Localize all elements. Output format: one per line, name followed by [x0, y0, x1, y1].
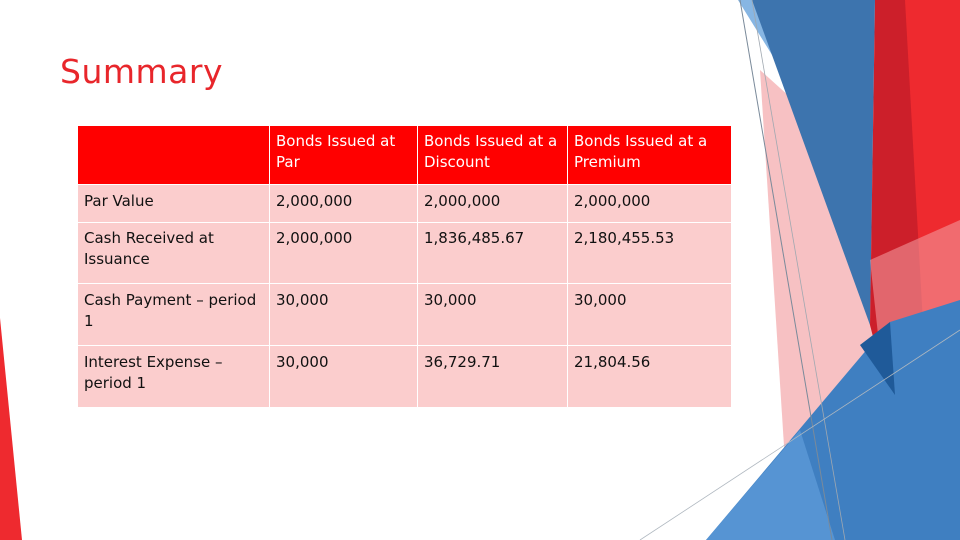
- thin-line-2: [751, 0, 846, 540]
- dark-blue-triangle: [860, 322, 895, 395]
- table-row: Cash Payment – period 1 30,000 30,000 30…: [77, 283, 732, 346]
- blue-top-triangle: [752, 0, 875, 325]
- table-row: Cash Received at Issuance 2,000,000 1,83…: [77, 222, 732, 284]
- row-label: Interest Expense – period 1: [77, 345, 270, 408]
- left-red-sliver: [0, 318, 22, 540]
- header-par: Bonds Issued at Par: [269, 125, 418, 185]
- light-blue-wedge: [706, 430, 835, 540]
- cell-discount: 30,000: [417, 283, 568, 346]
- row-label: Par Value: [77, 184, 270, 223]
- slide-title: Summary: [60, 52, 223, 91]
- thin-line-1: [739, 0, 833, 540]
- cell-premium: 2,000,000: [567, 184, 732, 223]
- table-row: Par Value 2,000,000 2,000,000 2,000,000: [77, 184, 732, 223]
- table-header-row: Bonds Issued at Par Bonds Issued at a Di…: [77, 125, 732, 185]
- cell-par: 30,000: [269, 283, 418, 346]
- row-label: Cash Received at Issuance: [77, 222, 270, 284]
- table-row: Interest Expense – period 1 30,000 36,72…: [77, 345, 732, 408]
- row-label: Cash Payment – period 1: [77, 283, 270, 346]
- cell-par: 2,000,000: [269, 222, 418, 284]
- cell-par: 30,000: [269, 345, 418, 408]
- cell-premium: 2,180,455.53: [567, 222, 732, 284]
- cell-discount: 1,836,485.67: [417, 222, 568, 284]
- cell-discount: 2,000,000: [417, 184, 568, 223]
- cell-par: 2,000,000: [269, 184, 418, 223]
- header-premium: Bonds Issued at a Premium: [567, 125, 732, 185]
- cell-premium: 21,804.56: [567, 345, 732, 408]
- thin-line-3: [639, 329, 960, 540]
- header-corner-cell: [77, 125, 270, 185]
- summary-table: Bonds Issued at Par Bonds Issued at a Di…: [77, 125, 732, 408]
- cell-premium: 30,000: [567, 283, 732, 346]
- cell-discount: 36,729.71: [417, 345, 568, 408]
- header-discount: Bonds Issued at a Discount: [417, 125, 568, 185]
